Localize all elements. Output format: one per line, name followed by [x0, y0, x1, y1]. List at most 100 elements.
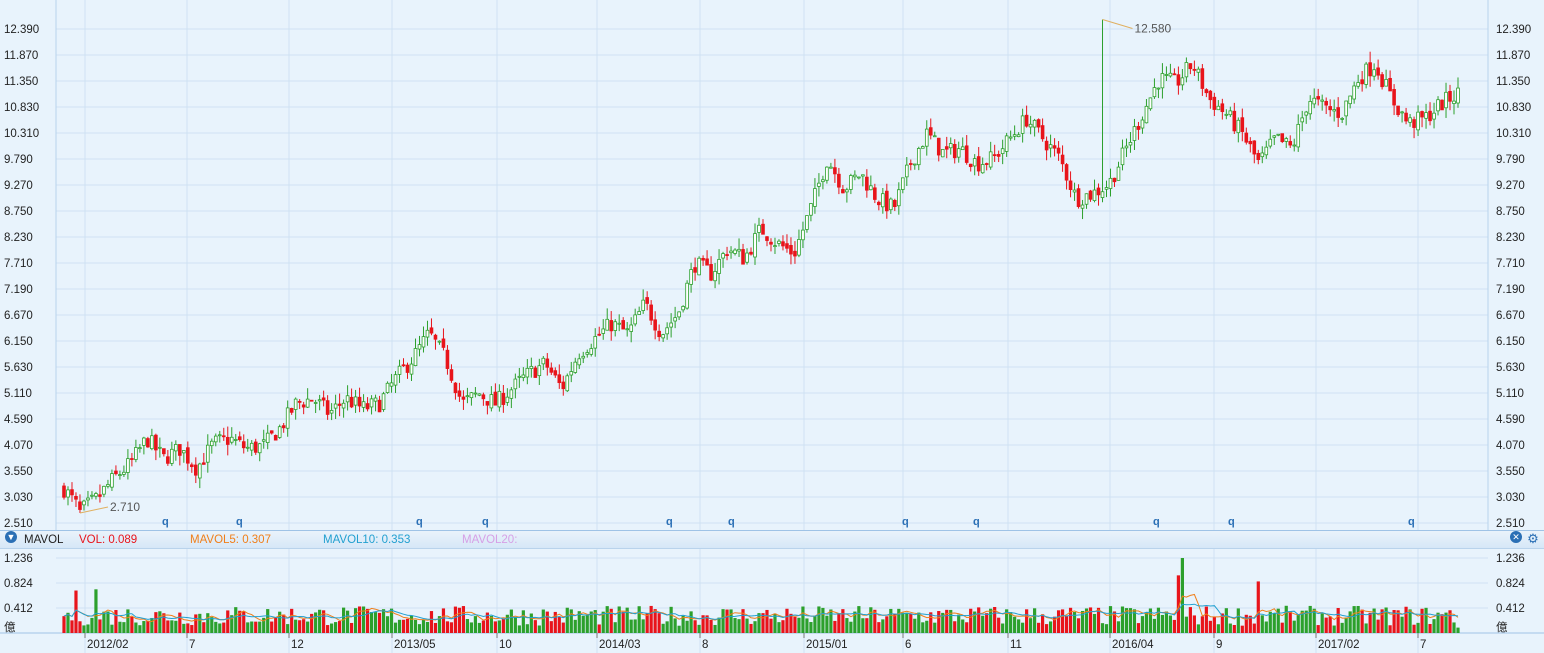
candle	[649, 304, 653, 321]
candle	[513, 378, 518, 390]
y-tick-label-left: 5.630	[4, 362, 33, 374]
volume-bar	[1284, 605, 1288, 633]
volume-bar	[645, 612, 649, 633]
volume-bar	[1212, 616, 1216, 633]
candle	[1052, 145, 1057, 149]
volume-bar	[969, 608, 973, 633]
candle	[661, 334, 665, 339]
candle	[1120, 147, 1125, 166]
candle	[849, 175, 853, 190]
candle	[725, 254, 729, 257]
candle	[1204, 89, 1209, 94]
candle	[1388, 77, 1392, 92]
chevron-down-icon[interactable]: ▼	[5, 531, 17, 543]
volume-bar	[1264, 621, 1268, 633]
volume-bar	[861, 618, 865, 633]
volume-bar	[481, 620, 485, 633]
candle	[741, 249, 745, 265]
volume-bar	[1208, 620, 1212, 633]
volume-bar	[973, 611, 977, 633]
volume-bar	[997, 617, 1001, 633]
volume-bar	[1260, 615, 1264, 633]
volume-bar	[1140, 616, 1145, 633]
candle	[625, 328, 629, 331]
candle	[549, 367, 554, 373]
candle	[118, 474, 122, 477]
volume-bar	[326, 625, 330, 633]
candle	[861, 174, 865, 177]
candle	[130, 458, 134, 460]
candle	[1116, 166, 1121, 181]
candle	[693, 267, 697, 273]
volume-bar	[1448, 610, 1452, 633]
volume-bar	[625, 607, 629, 633]
y-tick-label-left: 4.070	[4, 440, 33, 452]
volume-bar	[653, 609, 657, 633]
volume-bar	[214, 621, 218, 633]
vol-unit-right: 億	[1496, 621, 1508, 634]
volume-bar	[266, 609, 270, 633]
volume-bar	[202, 622, 206, 633]
candle	[1416, 111, 1420, 131]
volume-bar	[857, 606, 861, 633]
volume-bar	[657, 613, 661, 633]
candle	[433, 334, 438, 340]
candle	[992, 154, 997, 157]
candle	[1188, 63, 1193, 70]
volume-bar	[330, 623, 334, 633]
volume-bar	[381, 609, 386, 633]
candle	[1264, 146, 1269, 156]
q-marker: q	[902, 516, 909, 528]
candle	[1012, 134, 1017, 137]
volume-bar	[901, 612, 905, 633]
candle	[221, 435, 226, 438]
volume-bar	[601, 611, 605, 633]
gear-icon[interactable]: ⚙	[1527, 531, 1539, 546]
candle	[1148, 97, 1153, 110]
volume-bar	[593, 610, 597, 633]
volume-bar	[1296, 614, 1300, 633]
candle	[489, 394, 494, 409]
volume-bar	[649, 605, 653, 633]
volume-bar	[1100, 623, 1105, 633]
volume-bar	[729, 609, 733, 633]
volume-bar	[1148, 608, 1153, 633]
volume-bar	[965, 622, 969, 633]
candle	[697, 257, 701, 276]
candle	[1156, 87, 1161, 90]
candle	[996, 154, 1001, 157]
volume-bar	[1168, 615, 1173, 633]
candle	[869, 185, 873, 191]
volume-bar	[633, 619, 637, 633]
close-icon[interactable]: ✕	[1510, 531, 1522, 543]
volume-bar	[1033, 608, 1037, 633]
y-tick-label-right: 7.710	[1496, 258, 1525, 270]
candle	[1400, 111, 1404, 114]
volume-bar	[1276, 608, 1280, 633]
candle	[369, 398, 374, 408]
volume-bar	[949, 609, 953, 633]
volume-bar	[561, 622, 565, 633]
volume-bar	[1037, 622, 1041, 633]
volume-bar	[90, 617, 94, 633]
candle	[521, 374, 526, 379]
volume-bar	[230, 615, 234, 633]
candle	[645, 297, 649, 304]
volume-bar	[1013, 616, 1017, 633]
candle	[1296, 123, 1301, 148]
volume-bar	[1384, 607, 1388, 633]
volume-bar	[338, 621, 342, 633]
volume-bar	[605, 606, 609, 633]
candle	[1368, 62, 1372, 77]
volume-bar	[953, 621, 957, 633]
candle	[393, 374, 398, 386]
candle	[233, 439, 238, 441]
volume-bar	[581, 615, 585, 633]
volume-bar	[1344, 617, 1348, 633]
y-tick-label-right: 4.070	[1496, 440, 1525, 452]
candle	[1108, 177, 1113, 189]
candle	[877, 201, 881, 206]
volume-bar	[1308, 605, 1312, 633]
candle	[1356, 82, 1360, 87]
